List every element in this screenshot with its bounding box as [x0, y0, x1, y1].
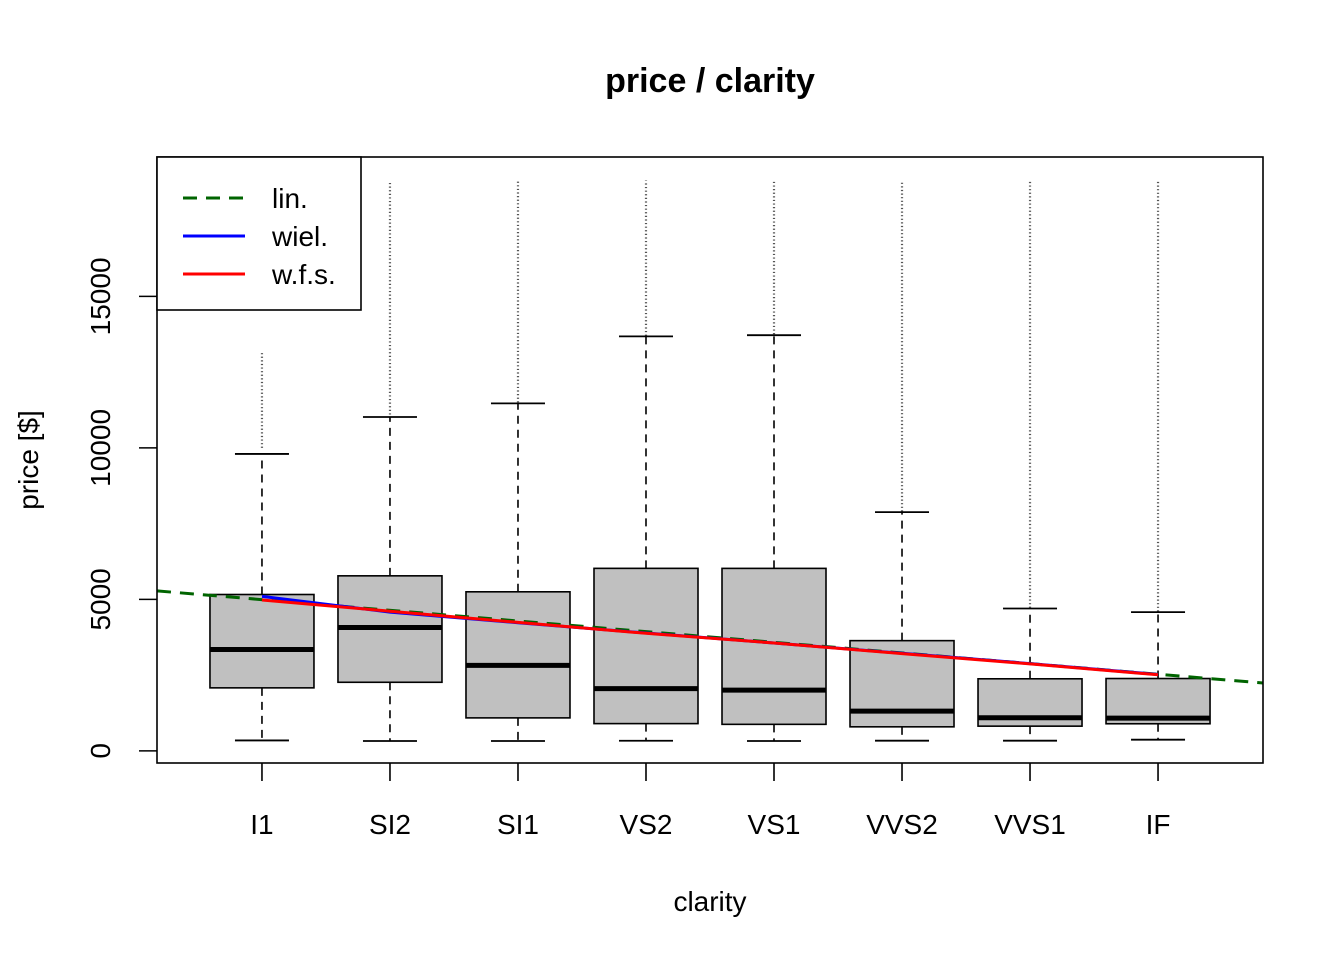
y-tick-label: 10000 [85, 409, 116, 487]
box-vs2 [593, 180, 699, 742]
y-axis-label: price [$] [13, 410, 44, 510]
x-tick-label: VVS1 [994, 809, 1066, 840]
box-vs1 [721, 181, 827, 742]
y-tick-label: 15000 [85, 257, 116, 335]
legend-label: w.f.s. [271, 259, 336, 290]
axes: I1 SI2 SI1 VS2 VS1 VVS2 VVS1 IF 0 5000 10000 15000 [85, 156, 1264, 840]
series-line-wfs [261, 598, 1159, 677]
plot-area [156, 180, 1264, 742]
box-vvs1 [977, 181, 1083, 742]
box-si1 [465, 180, 571, 742]
chart-title: price / clarity [605, 62, 815, 100]
legend-label: lin. [272, 183, 308, 214]
y-tick-label: 5000 [85, 568, 116, 630]
y-tick-label: 0 [85, 743, 116, 759]
x-tick-label: SI1 [497, 809, 539, 840]
box-if [1105, 181, 1211, 741]
x-tick-label: I1 [250, 809, 273, 840]
plot-frame [156, 156, 1264, 764]
x-axis-label: clarity [673, 886, 746, 917]
legend: lin. wiel. w.f.s. [156, 156, 362, 311]
iqr-box [465, 591, 571, 719]
iqr-box [209, 593, 315, 689]
iqr-box [593, 567, 699, 725]
box-si2 [337, 181, 443, 742]
x-tick-label: IF [1146, 809, 1171, 840]
x-tick-label: VS1 [748, 809, 801, 840]
legend-label: wiel. [271, 221, 328, 252]
box-i1 [209, 350, 315, 742]
legend-box [156, 156, 362, 311]
x-tick-label: SI2 [369, 809, 411, 840]
x-tick-label: VVS2 [866, 809, 938, 840]
x-tick-label: VS2 [620, 809, 673, 840]
